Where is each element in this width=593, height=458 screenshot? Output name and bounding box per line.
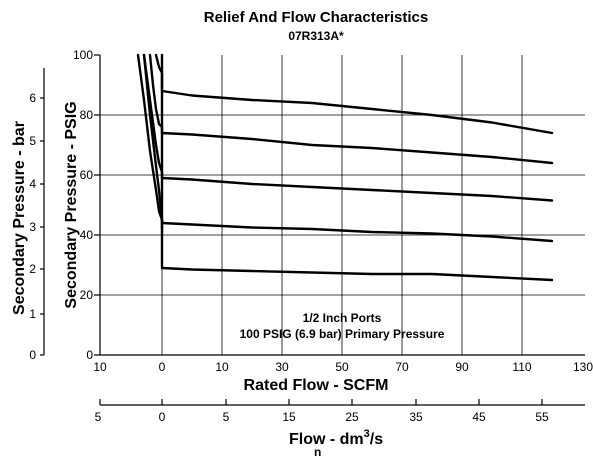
x-tick-label: 30 [275, 360, 289, 374]
x-tick-label: 110 [512, 360, 531, 374]
x2-tick-label: 45 [472, 410, 486, 424]
chart-subtitle: 07R313A* [288, 29, 344, 43]
y2-tick-label: 5 [29, 134, 36, 148]
x-axis-label-dm3: Flow - dm3/s [289, 428, 383, 448]
y2-tick-label: 1 [29, 307, 36, 321]
scfm-ticks: 10 0 10 30 50 70 90 110 130 [93, 360, 593, 374]
y-tick-label: 60 [80, 168, 94, 182]
x-tick-label: 0 [159, 360, 166, 374]
y2-tick-label: 2 [29, 262, 36, 276]
x-tick-label: 10 [93, 360, 107, 374]
x-axis-label-scfm: Rated Flow - SCFM [244, 377, 389, 394]
y-tick-label: 40 [80, 228, 94, 242]
y-tick-label: 20 [80, 288, 94, 302]
pressure-curve-4 [148, 53, 554, 165]
y2-tick-label: 4 [29, 177, 36, 191]
y2-tick-label: 6 [29, 91, 36, 105]
dm3-label-tail: /s [370, 431, 383, 448]
chart-title: Relief And Flow Characteristics [204, 9, 429, 26]
x-tick-label: 130 [573, 360, 593, 374]
pressure-curve-1 [142, 53, 554, 282]
x-tick-label: 90 [455, 360, 469, 374]
y2-tick-label: 3 [29, 220, 36, 234]
psig-ticks: 0 20 40 60 80 100 [73, 48, 100, 362]
dm3-label-sub: n [314, 445, 321, 458]
flow-dm3-axis: 5 0 5 15 25 35 45 55 [95, 399, 585, 424]
pressure-curve-2 [136, 53, 554, 243]
x-tick-label: 10 [215, 360, 229, 374]
annotation-ports: 1/2 Inch Ports [303, 311, 382, 325]
x2-tick-label: 5 [95, 410, 102, 424]
y-tick-label: 0 [86, 348, 93, 362]
pressure-curves [136, 53, 554, 282]
dm3-label-main: Flow - dm [289, 431, 364, 448]
x2-tick-label: 55 [535, 410, 549, 424]
x2-tick-label: 0 [159, 410, 166, 424]
x-tick-label: 50 [335, 360, 349, 374]
x2-tick-label: 25 [345, 410, 359, 424]
y2-tick-label: 0 [29, 348, 36, 362]
x2-tick-label: 5 [223, 410, 230, 424]
dm3-label-sup: 3 [364, 428, 370, 440]
grid-lines [100, 55, 585, 355]
annotation-primary-pressure: 100 PSIG (6.9 bar) Primary Pressure [240, 327, 445, 341]
x-tick-label: 70 [395, 360, 409, 374]
y-axis-label-bar: Secondary Pressure - bar [11, 121, 28, 315]
x2-tick-label: 15 [282, 410, 296, 424]
y-tick-label: 80 [80, 108, 94, 122]
y-axis-label-psig: Secondary Pressure - PSIG [63, 101, 80, 308]
pressure-curve-3 [142, 53, 554, 202]
x2-tick-label: 35 [409, 410, 423, 424]
pressure-curve-5 [154, 53, 554, 135]
bar-axis: 0 1 2 3 4 5 6 [29, 68, 45, 362]
y-tick-label: 100 [73, 48, 93, 62]
